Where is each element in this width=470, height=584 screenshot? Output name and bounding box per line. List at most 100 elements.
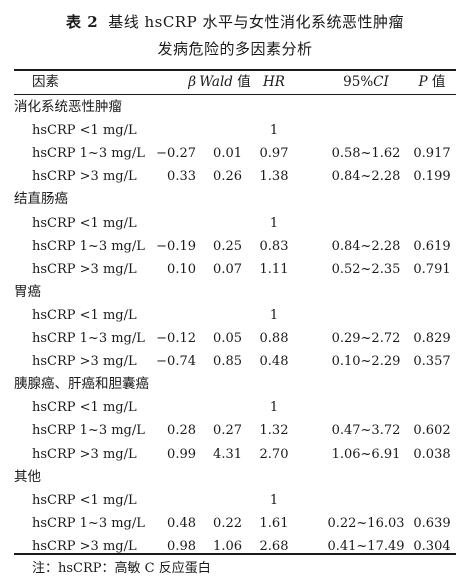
table-row: hsCRP 1~3 mg/L −0.12 0.05 0.88 0.29~2.72 0.82… [0, 327, 470, 350]
wald-value: 0.85 [213, 354, 242, 370]
p-value: 0.357 [413, 354, 451, 370]
p-value: 0.791 [413, 261, 451, 277]
wald-value: 0.07 [213, 261, 242, 277]
row-label: hsCRP >3 mg/L [32, 446, 137, 462]
hr-value: 2.68 [259, 538, 289, 554]
wald-value: 0.05 [213, 331, 242, 346]
row-label: hsCRP 1~3 mg/L [32, 331, 145, 346]
p-value: 0.038 [413, 446, 451, 462]
row-label: hsCRP >3 mg/L [32, 538, 137, 554]
table-title-line-2: 发病危险的多因素分析 [157, 40, 313, 58]
row-label: hsCRP <1 mg/L [32, 123, 137, 139]
group-name: 结直肠癌 [14, 191, 68, 208]
beta-value: −0.27 [156, 146, 196, 162]
row-label: hsCRP 1~3 mg/L [32, 515, 145, 531]
table-row: hsCRP 1~3 mg/L −0.19 0.25 0.83 0.84~2.28 0.61… [0, 235, 470, 258]
ci-value: 0.84~2.28 [331, 238, 401, 254]
wald-value: 0.27 [213, 423, 242, 439]
hr-value: 1.38 [259, 169, 289, 185]
header-beta: β [188, 74, 196, 90]
row-label: hsCRP >3 mg/L [32, 169, 137, 185]
header-hr: HR [263, 74, 285, 90]
row-label: hsCRP <1 mg/L [32, 400, 137, 416]
row-label: hsCRP 1~3 mg/L [32, 423, 145, 439]
hr-value: 0.88 [259, 331, 289, 346]
ci-value: 1.06~6.91 [331, 446, 401, 462]
ci-value: 0.84~2.28 [331, 169, 401, 185]
ci-value: 0.22~16.03 [327, 515, 405, 531]
ci-value: 0.41~17.49 [327, 538, 405, 554]
table-row: hsCRP >3 mg/L 0.10 0.07 1.11 0.52~2.35 0.791 [0, 258, 470, 281]
row-label: hsCRP 1~3 mg/L [32, 238, 145, 254]
wald-value: 0.25 [213, 238, 242, 254]
group-row: 胃癌 [0, 281, 470, 304]
table-title-line-1: 基线 hsCRP 水平与女性消化系统恶性肿瘤 [108, 13, 404, 31]
row-label: hsCRP <1 mg/L [32, 215, 137, 231]
hr-value: 0.48 [259, 354, 289, 370]
hr-value: 1.11 [259, 261, 289, 277]
table-row: hsCRP <1 mg/L 1 [0, 212, 470, 235]
beta-value: 0.48 [167, 515, 196, 531]
hr-value: 1.32 [259, 423, 289, 439]
table-row: hsCRP <1 mg/L 1 [0, 119, 470, 142]
wald-value: 0.01 [213, 146, 242, 162]
header-factor: 因素 [32, 74, 59, 90]
ci-value: 0.47~3.72 [331, 423, 401, 439]
p-value: 0.602 [413, 423, 451, 439]
hr-value: 0.83 [259, 238, 289, 254]
group-row: 消化系统恶性肿瘤 [0, 96, 470, 119]
group-row: 其他 [0, 466, 470, 489]
hr-value: 1 [269, 215, 279, 231]
row-label: hsCRP <1 mg/L [32, 492, 137, 508]
header-ci: 95%CI [343, 74, 389, 90]
p-value: 0.829 [413, 331, 451, 346]
beta-value: 0.99 [167, 446, 196, 462]
group-name: 消化系统恶性肿瘤 [14, 99, 122, 115]
bottom-rule [14, 553, 456, 555]
row-label: hsCRP >3 mg/L [32, 354, 137, 370]
wald-value: 4.31 [213, 446, 242, 462]
ci-value: 0.58~1.62 [331, 146, 401, 162]
group-row: 结直肠癌 [0, 188, 470, 211]
header-wald: Wald 值 [199, 74, 251, 90]
table-row: hsCRP <1 mg/L 1 [0, 304, 470, 327]
table-row: hsCRP 1~3 mg/L −0.27 0.01 0.97 0.58~1.62 0.91… [0, 142, 470, 165]
beta-value: 0.10 [167, 261, 196, 277]
hr-value: 1 [269, 307, 279, 323]
group-name: 其他 [14, 468, 41, 485]
table-row: hsCRP <1 mg/L 1 [0, 489, 470, 512]
footnote: 注：hsCRP：高敏 C 反应蛋白 [32, 561, 211, 576]
table-row: hsCRP >3 mg/L 0.33 0.26 1.38 0.84~2.28 0.199 [0, 165, 470, 188]
ci-value: 0.10~2.29 [331, 354, 401, 370]
table-row: hsCRP 1~3 mg/L 0.28 0.27 1.32 0.47~3.72 0.602 [0, 419, 470, 442]
hr-value: 1 [269, 400, 279, 416]
wald-value: 0.26 [213, 169, 242, 185]
ci-value: 0.52~2.35 [331, 261, 401, 277]
beta-value: 0.98 [167, 538, 196, 554]
table-row: hsCRP <1 mg/L 1 [0, 396, 470, 419]
row-label: hsCRP >3 mg/L [32, 261, 137, 277]
p-value: 0.639 [413, 515, 451, 531]
table-row: hsCRP >3 mg/L −0.74 0.85 0.48 0.10~2.29 0.357 [0, 350, 470, 373]
beta-value: −0.74 [156, 354, 196, 370]
wald-value: 0.22 [213, 515, 242, 531]
table-row: hsCRP >3 mg/L 0.98 1.06 2.68 0.41~17.49 0.304 [0, 535, 470, 558]
row-label: hsCRP <1 mg/L [32, 307, 137, 323]
wald-value: 1.06 [213, 538, 242, 554]
group-name: 胃癌 [14, 283, 41, 300]
row-label: hsCRP 1~3 mg/L [32, 146, 145, 162]
table-row: hsCRP 1~3 mg/L 0.48 0.22 1.61 0.22~16.03 0.63… [0, 512, 470, 535]
table-number: 表 2 [66, 13, 99, 31]
table-title: 表 2 基线 hsCRP 水平与女性消化系统恶性肿瘤 [0, 12, 470, 32]
beta-value: 0.33 [167, 169, 196, 185]
group-name: 胰腺癌、肝癌和胆囊癌 [14, 376, 149, 393]
hr-value: 2.70 [259, 446, 289, 462]
group-row: 胰腺癌、肝癌和胆囊癌 [0, 373, 470, 396]
hr-value: 1 [269, 492, 279, 508]
hr-value: 0.97 [259, 146, 289, 162]
beta-value: 0.28 [167, 423, 196, 439]
ci-value: 0.29~2.72 [331, 331, 401, 346]
top-rule [14, 69, 456, 71]
p-value: 0.917 [413, 146, 451, 162]
p-value: 0.619 [413, 238, 451, 254]
